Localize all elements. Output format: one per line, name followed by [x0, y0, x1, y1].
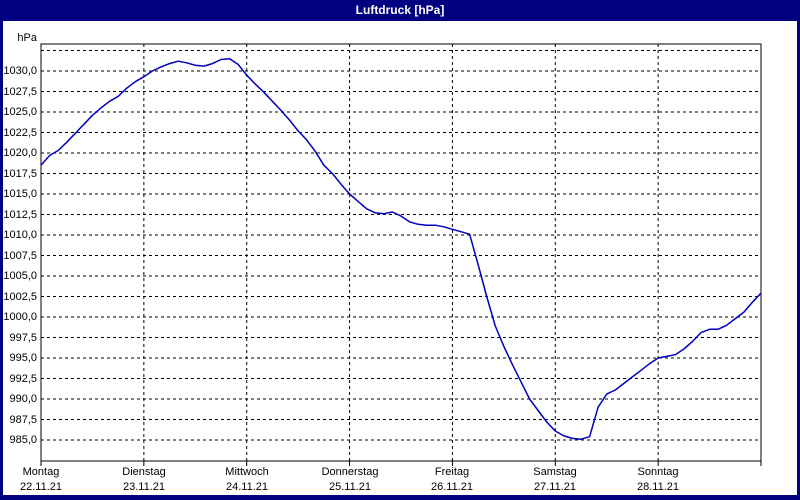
y-axis-label: 1010,0 [3, 229, 37, 241]
x-axis-date-label: 26.11.21 [430, 481, 473, 493]
y-axis-label: 1005,0 [3, 270, 37, 282]
y-axis-label: 987,5 [9, 414, 37, 426]
y-axis-label: 1002,5 [3, 291, 37, 303]
y-axis-label: 985,0 [9, 434, 37, 446]
x-axis-day-label: Sonntag [637, 466, 679, 478]
x-axis-date-label: 28.11.21 [636, 481, 679, 493]
x-axis-day-label: Montag [22, 466, 60, 478]
x-axis-day-label: Donnerstag [321, 466, 379, 478]
y-axis-label: 995,0 [9, 352, 37, 364]
y-axis-label: 1030,0 [3, 65, 37, 77]
y-axis-label: 1015,0 [3, 188, 37, 200]
chart-panel [3, 21, 797, 495]
window-title: Luftdruck [hPa] [355, 3, 445, 17]
plot-border [40, 43, 762, 462]
y-axis-label: 992,5 [9, 373, 37, 385]
y-axis-label: 1012,5 [3, 209, 37, 221]
x-axis-day-label: Dienstag [122, 466, 166, 478]
x-axis-date-label: 22.11.21 [19, 481, 62, 493]
x-axis-day-label: Freitag [434, 466, 470, 478]
y-axis-label: 1017,5 [3, 168, 37, 180]
y-axis-unit-label: hPa [17, 32, 37, 44]
x-axis-date-label: 25.11.21 [328, 481, 371, 493]
y-axis-label: 990,0 [9, 393, 37, 405]
x-axis-day-label: Samstag [533, 466, 577, 478]
y-axis-label: 1022,5 [3, 127, 37, 139]
pressure-curve [40, 57, 762, 440]
x-axis-date-label: 24.11.21 [225, 481, 268, 493]
y-axis-label: 997,5 [9, 332, 37, 344]
y-axis-label: 1000,0 [3, 311, 37, 323]
y-axis-label: 1007,5 [3, 250, 37, 262]
x-axis-date-label: 23.11.21 [122, 481, 165, 493]
y-axis-label: 1027,5 [3, 86, 37, 98]
y-axis-label: 1025,0 [3, 106, 37, 118]
title-bar: Luftdruck [hPa] [0, 0, 800, 21]
x-axis-date-label: 27.11.21 [533, 481, 576, 493]
x-axis-day-label: Mittwoch [225, 466, 269, 478]
y-axis-label: 1020,0 [3, 147, 37, 159]
